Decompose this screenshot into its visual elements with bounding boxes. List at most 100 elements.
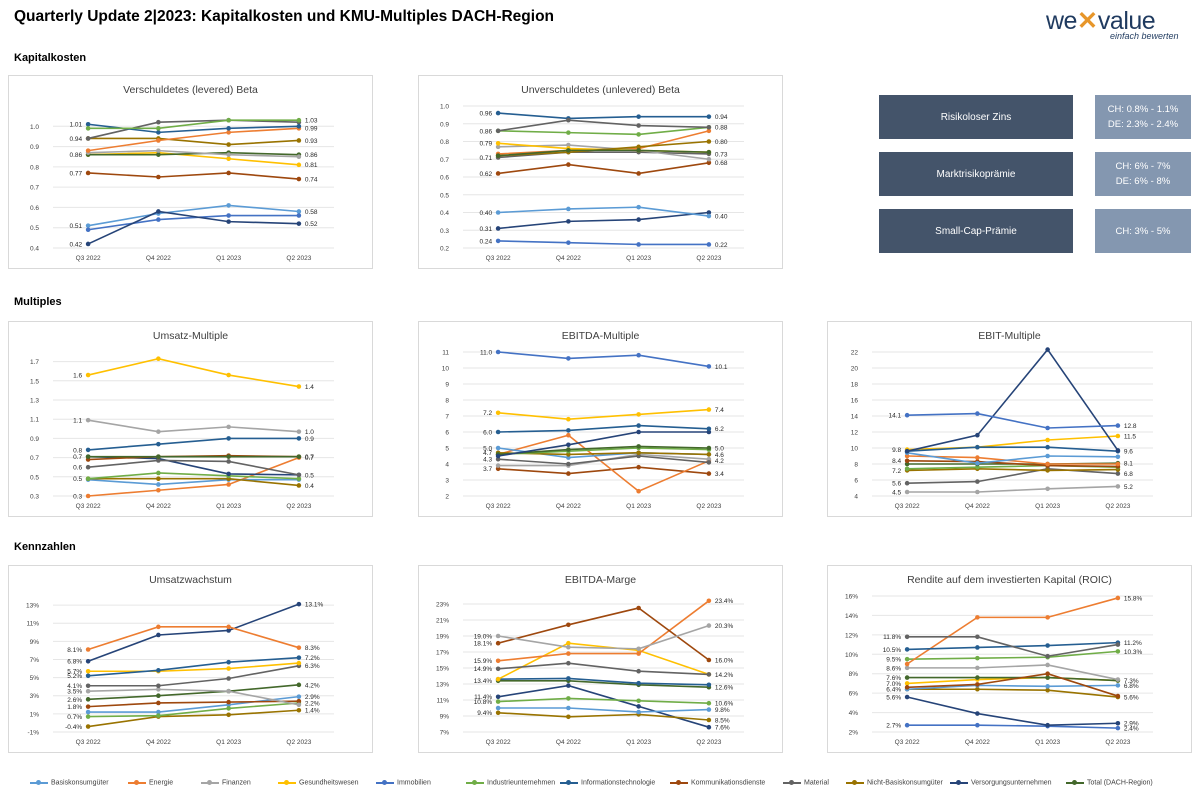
data-point — [904, 634, 910, 640]
data-point — [636, 704, 641, 709]
data-point — [706, 407, 712, 412]
x-tick-label: Q3 2022 — [76, 739, 101, 746]
data-point — [226, 659, 231, 665]
data-point — [1115, 454, 1121, 460]
data-label: 5.2 — [1124, 484, 1133, 491]
data-point — [85, 454, 91, 459]
y-tick-label: 3 — [445, 478, 449, 485]
data-label: 9.8 — [892, 447, 901, 454]
data-point — [226, 436, 231, 441]
x-tick-label: Q3 2022 — [486, 503, 511, 510]
data-label: 10.3% — [1124, 649, 1143, 656]
legend-label: Industrieunternehmen — [487, 779, 556, 787]
data-point — [904, 489, 910, 495]
data-point — [156, 356, 161, 362]
y-tick-label: 9% — [440, 714, 450, 721]
data-point — [296, 483, 302, 488]
y-tick-label: 0.2 — [440, 246, 449, 253]
data-point — [975, 686, 980, 692]
data-point — [706, 707, 712, 712]
data-label: 0.77 — [69, 170, 82, 177]
y-tick-label: 1.1 — [30, 417, 39, 424]
data-label: 7.2 — [483, 410, 492, 417]
data-point — [495, 710, 501, 716]
y-tick-label: 0.5 — [440, 192, 449, 199]
data-label: 0.62 — [479, 171, 492, 178]
data-point — [566, 447, 571, 452]
data-point — [85, 170, 91, 176]
data-point — [636, 412, 641, 417]
market-risk-premium-label: Marktrisikoprämie — [879, 152, 1073, 196]
data-label: 0.94 — [69, 136, 82, 143]
legend-label: Finanzen — [222, 779, 251, 787]
legend-label: Informationstechnologie — [581, 779, 656, 787]
logo-left: we — [1046, 7, 1077, 35]
data-point — [975, 460, 980, 466]
data-point — [495, 463, 501, 468]
legend-item: Basiskonsumgüter — [30, 779, 109, 786]
data-point — [706, 156, 712, 162]
data-point — [566, 452, 571, 457]
y-tick-label: 8% — [849, 671, 859, 678]
data-label: 0.5 — [305, 472, 314, 479]
data-point — [156, 624, 161, 630]
data-label: 2.7% — [886, 723, 901, 730]
data-point — [85, 417, 91, 423]
data-label: 11.8% — [883, 634, 901, 641]
y-tick-label: 0.9 — [30, 436, 39, 443]
data-point — [1115, 448, 1121, 453]
chart-ebitda-multiple: EBITDA-Multiple 2 3 4 5 6 7 8 9 10 11 Q3 2022 Q4 202… — [418, 321, 783, 517]
series-line — [498, 119, 709, 132]
data-point — [495, 171, 501, 176]
data-point — [226, 459, 231, 464]
data-label: 2.9% — [1124, 721, 1139, 728]
series-line — [907, 467, 1118, 484]
data-point — [85, 223, 91, 228]
data-label: 7.6% — [886, 675, 901, 682]
data-point — [1045, 675, 1050, 680]
data-point — [636, 450, 641, 456]
data-point — [495, 640, 501, 646]
series-line — [88, 459, 300, 476]
data-point — [226, 688, 231, 694]
x-tick-label: Q2 2023 — [1105, 503, 1130, 510]
section-multiples: Multiples — [14, 296, 62, 308]
data-label: 13.4% — [474, 678, 493, 685]
data-point — [706, 452, 712, 457]
x-tick-label: Q3 2022 — [76, 255, 101, 262]
data-point — [706, 149, 712, 155]
data-point — [706, 682, 712, 688]
data-point — [1115, 461, 1121, 467]
data-label: 8.1 — [1124, 461, 1133, 468]
data-label: 15.9% — [474, 658, 493, 665]
data-point — [566, 148, 571, 153]
data-label: 7.4 — [715, 407, 724, 414]
series-line — [498, 126, 709, 136]
series-line — [498, 149, 709, 157]
data-point — [226, 706, 231, 711]
data-label: 11.2% — [1124, 640, 1142, 647]
legend-label: Total (DACH-Region) — [1087, 779, 1153, 787]
data-label: 20.3% — [715, 623, 734, 630]
data-point — [495, 110, 501, 116]
series-line — [88, 137, 299, 146]
data-point — [85, 136, 91, 141]
y-tick-label: 13% — [26, 603, 39, 610]
y-tick-label: 16 — [851, 398, 859, 405]
x-tick-label: Q4 2022 — [146, 739, 171, 746]
data-point — [636, 464, 641, 470]
y-tick-label: 10% — [845, 652, 858, 659]
data-point — [706, 429, 712, 435]
data-point — [296, 476, 302, 482]
y-tick-label: 2% — [849, 730, 859, 737]
x-tick-label: Q2 2023 — [286, 503, 311, 510]
data-point — [566, 622, 571, 628]
data-point — [226, 126, 231, 131]
section-kennzahlen: Kennzahlen — [14, 541, 76, 553]
x-tick-label: Q3 2022 — [486, 255, 511, 262]
data-label: 5.0 — [483, 445, 492, 452]
series-line — [88, 656, 299, 677]
data-label: 0.51 — [69, 223, 82, 230]
data-point — [495, 445, 501, 451]
chart-title: EBITDA-Multiple — [561, 330, 640, 342]
